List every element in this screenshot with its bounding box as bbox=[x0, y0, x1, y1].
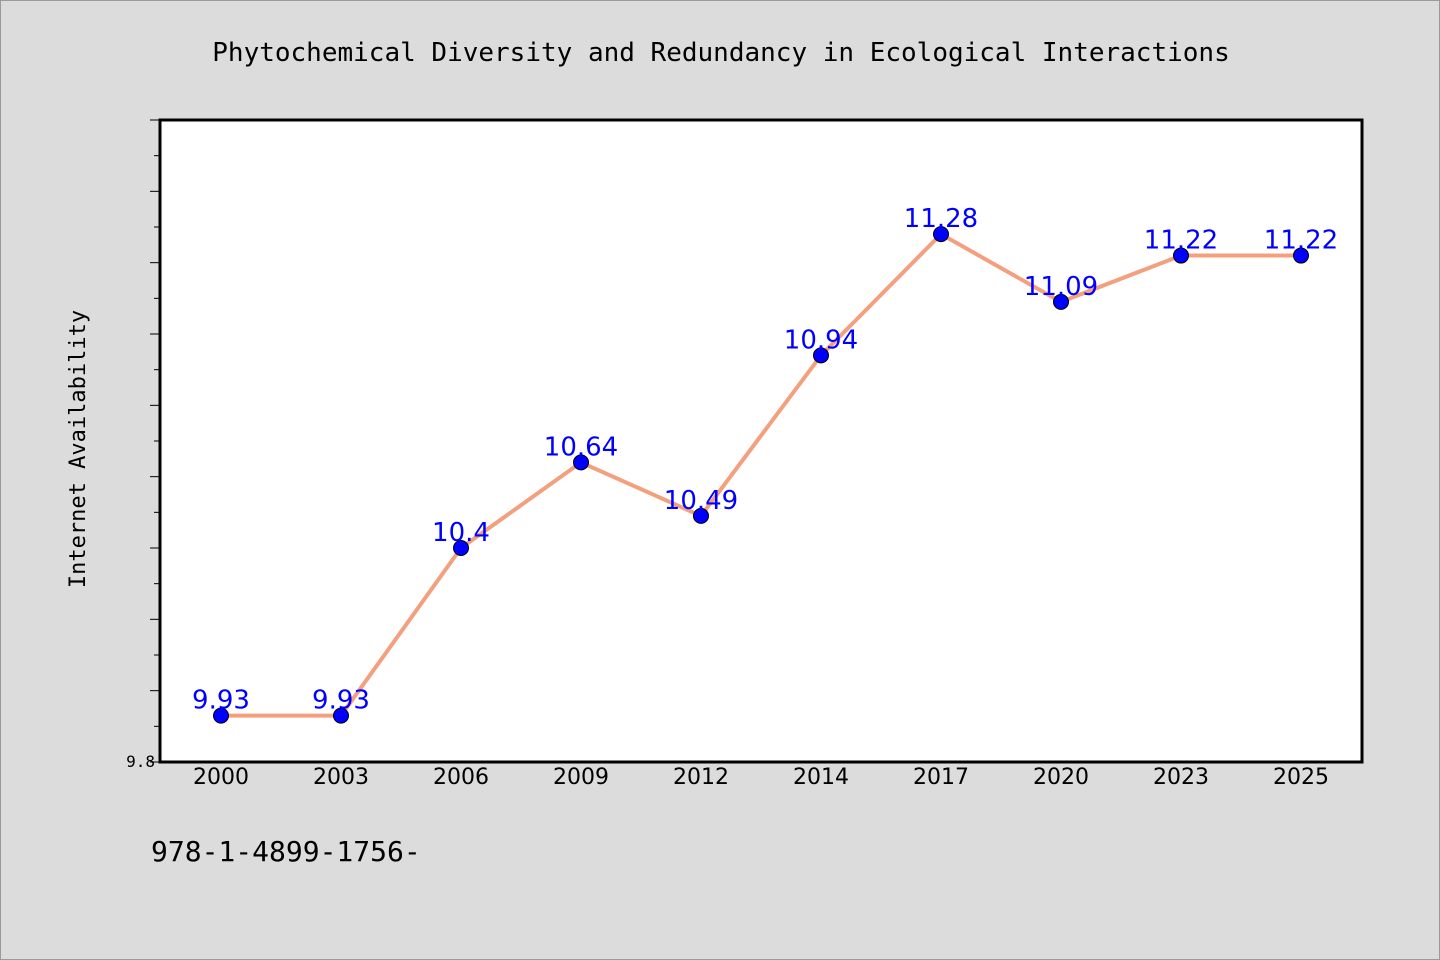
series-line-group bbox=[219, 232, 1303, 718]
y-axis-tick-labels: 9.8 bbox=[126, 752, 155, 771]
x-tick-label: 2020 bbox=[1033, 765, 1089, 790]
data-point-marker bbox=[813, 347, 829, 364]
x-tick-label: 2000 bbox=[193, 765, 249, 790]
x-tick-label: 2006 bbox=[433, 765, 489, 790]
series-line bbox=[219, 232, 1303, 718]
x-axis-tick-labels: 2000 2003 2006 2009 2012 2014 2017 2020 2023 2025 bbox=[193, 765, 1329, 790]
x-tick-label: 2017 bbox=[913, 765, 969, 790]
series-markers bbox=[213, 226, 1309, 724]
data-label: 9.93 bbox=[312, 686, 370, 716]
plot-area bbox=[158, 118, 1364, 764]
data-point-marker bbox=[1173, 247, 1189, 264]
x-tick-label: 2014 bbox=[793, 765, 849, 790]
data-label: 10.49 bbox=[664, 486, 738, 516]
data-point-marker bbox=[453, 540, 469, 556]
data-labels: 9.93 9.93 10.4 10.64 10.49 10.94 11.28 11.09 11.… bbox=[192, 204, 1338, 716]
footnote-isbn: 978-1-4899-1756- bbox=[151, 835, 421, 868]
y-tick-label: 9.8 bbox=[126, 752, 155, 771]
x-tick-label: 2003 bbox=[313, 765, 369, 790]
data-point-marker bbox=[573, 454, 589, 471]
data-label: 9.93 bbox=[192, 686, 250, 716]
data-point-marker bbox=[213, 707, 229, 724]
chart-title: Phytochemical Diversity and Redundancy i… bbox=[212, 38, 1229, 68]
data-label: 10.4 bbox=[432, 518, 490, 548]
data-point-marker bbox=[333, 707, 349, 724]
data-point-marker bbox=[1293, 247, 1309, 264]
x-tick-label: 2009 bbox=[553, 765, 609, 790]
x-tick-label: 2023 bbox=[1153, 765, 1209, 790]
x-tick-label: 2012 bbox=[673, 765, 729, 790]
data-point-marker bbox=[933, 226, 949, 243]
data-label: 11.09 bbox=[1024, 272, 1098, 302]
data-label: 11.22 bbox=[1144, 226, 1218, 256]
data-label: 10.64 bbox=[544, 432, 618, 462]
data-label: 11.22 bbox=[1264, 226, 1338, 256]
x-tick-label: 2025 bbox=[1273, 765, 1329, 790]
y-axis-label: Internet Availability bbox=[66, 310, 91, 588]
data-label: 11.28 bbox=[904, 204, 978, 234]
y-axis-ticks bbox=[150, 119, 160, 763]
data-point-marker bbox=[1053, 293, 1069, 310]
data-point-marker bbox=[693, 507, 709, 524]
data-label: 10.94 bbox=[784, 325, 858, 355]
